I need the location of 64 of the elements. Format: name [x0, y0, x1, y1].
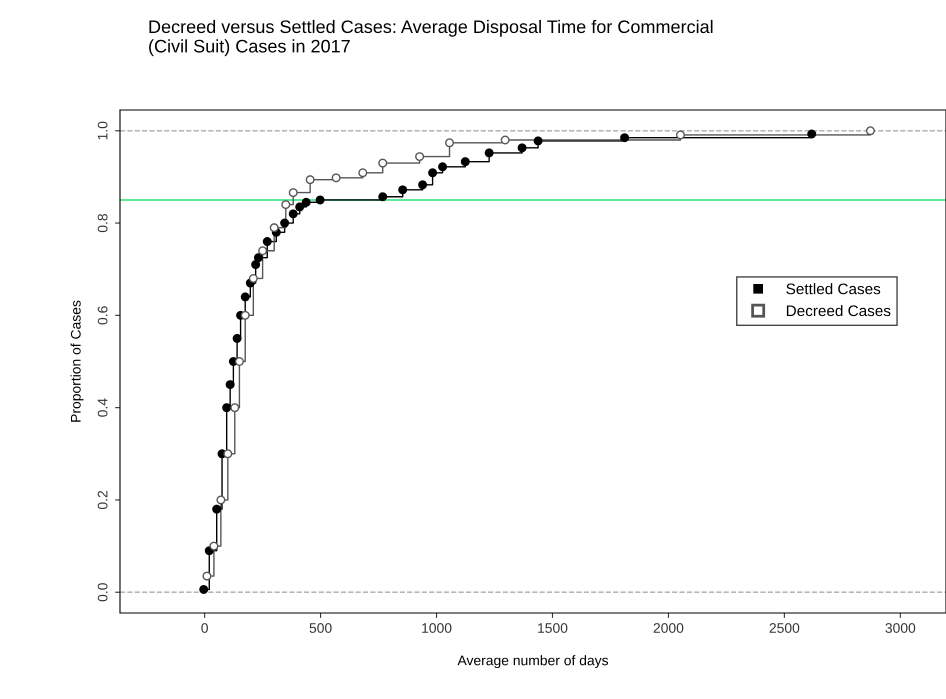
point: [415, 152, 424, 162]
point: [428, 168, 438, 178]
point: [248, 274, 258, 283]
x-tick-label: 0: [201, 623, 208, 633]
point: [230, 403, 240, 412]
point: [288, 209, 298, 218]
point: [807, 130, 816, 138]
point: [358, 168, 368, 178]
y-tick-label: 0.2: [98, 490, 108, 510]
x-tick-label: 2000: [654, 623, 684, 633]
point: [418, 180, 428, 190]
y-tick-label: 0.0: [98, 583, 108, 602]
y-tick-label: 0.8: [98, 214, 108, 232]
y-tick-label: 0.4: [98, 398, 108, 417]
x-tick-label: 1500: [538, 623, 568, 633]
point: [234, 357, 244, 366]
point: [240, 292, 250, 302]
point: [378, 158, 388, 168]
point: [518, 143, 527, 152]
x-tick-label: 500: [310, 623, 332, 633]
point: [202, 572, 212, 581]
point: [460, 157, 470, 166]
point: [316, 195, 325, 204]
x-axis-title: Average number of days: [457, 655, 608, 668]
point: [270, 223, 279, 232]
y-axis-title: Proportion of Cases: [70, 300, 84, 422]
point: [306, 175, 315, 184]
point: [212, 504, 222, 514]
point: [232, 334, 242, 343]
point: [295, 202, 304, 212]
point: [223, 449, 232, 458]
point: [484, 148, 494, 158]
point: [251, 260, 260, 270]
point: [378, 192, 388, 202]
point: [288, 188, 298, 198]
point: [332, 173, 341, 182]
point: [209, 542, 218, 551]
point: [866, 126, 875, 136]
point: [262, 237, 272, 246]
legend-label: Decreed Cases: [786, 304, 890, 316]
x-tick-label: 3000: [885, 623, 916, 633]
point: [240, 310, 250, 320]
x-tick-label: 2500: [770, 623, 800, 633]
point: [254, 253, 263, 262]
point: [620, 133, 630, 142]
point: [280, 218, 290, 228]
point: [222, 403, 232, 412]
x-tick-label: 1000: [422, 623, 452, 633]
point: [676, 130, 685, 140]
y-tick-label: 0.6: [98, 306, 108, 324]
chart-title: Decreed versus Settled Cases: Average Disposal Time for Commercial (Civil Suit) Cases in 2017: [149, 20, 712, 56]
point: [398, 185, 408, 194]
point: [199, 584, 208, 594]
legend-label: Settled Cases: [786, 283, 880, 294]
point: [534, 136, 543, 146]
point: [216, 495, 226, 504]
point: [226, 380, 235, 390]
point: [445, 138, 454, 148]
y-tick-label: 1.0: [98, 122, 108, 140]
point: [302, 198, 311, 207]
point: [281, 200, 290, 210]
point: [438, 162, 448, 172]
point: [500, 135, 510, 144]
point: [258, 246, 268, 256]
